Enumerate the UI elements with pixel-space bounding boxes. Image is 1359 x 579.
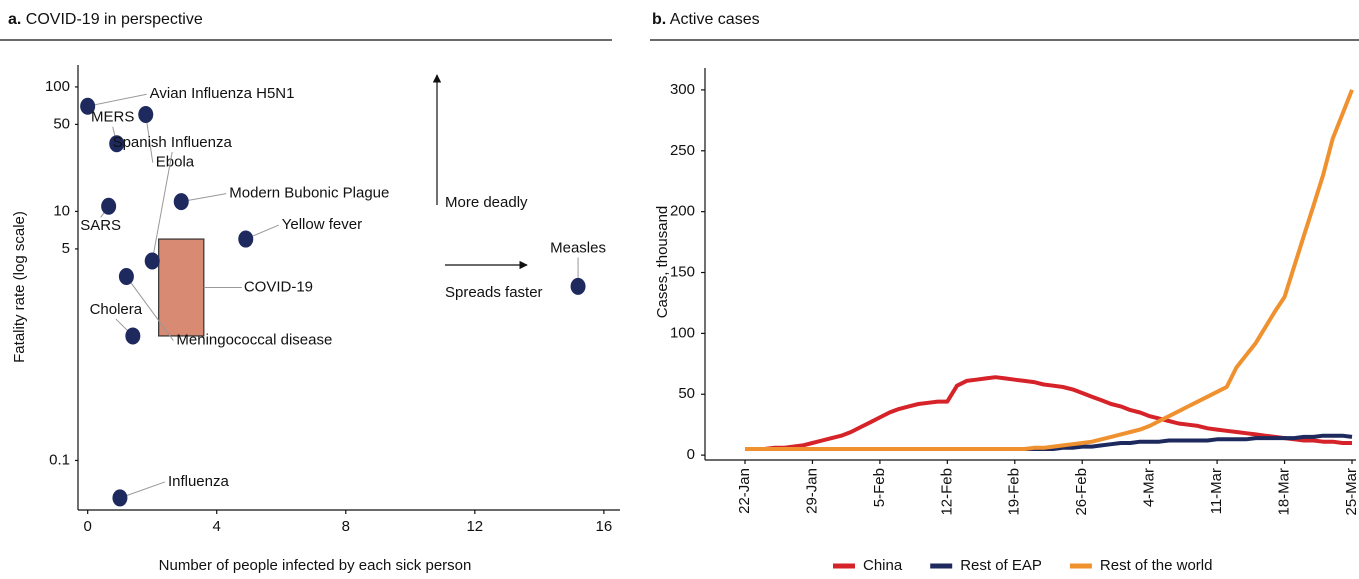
point	[118, 268, 134, 286]
point	[144, 252, 160, 270]
point	[173, 193, 189, 211]
y-tick-label: 5	[62, 240, 70, 257]
panel-label: b.	[652, 11, 666, 28]
leader-line	[125, 276, 174, 341]
point	[570, 277, 586, 295]
legend-label: Rest of EAP	[960, 557, 1042, 574]
y-tick-label: 150	[670, 263, 695, 280]
x-tick-label: 18-Mar	[1276, 468, 1293, 516]
y-axis-label: Cases, thousand	[654, 206, 671, 319]
y-tick-label: 50	[678, 385, 695, 402]
point	[125, 327, 141, 345]
y-tick-label: 0.1	[49, 451, 70, 468]
point-label: Ebola	[156, 154, 195, 171]
leader-line	[87, 93, 147, 107]
point	[138, 106, 154, 124]
x-tick-label: 19-Feb	[1006, 468, 1023, 516]
y-tick-label: 100	[670, 324, 695, 341]
point	[80, 97, 96, 115]
x-tick-label: 4	[213, 518, 221, 535]
point-label: Measles	[550, 239, 606, 256]
x-tick-label: 25-Mar	[1343, 468, 1359, 516]
point-label: Meningococcal disease	[176, 332, 332, 349]
legend-label: China	[863, 557, 903, 574]
y-tick-label: 250	[670, 142, 695, 159]
point-label: SARS	[80, 217, 121, 234]
point-label: Avian Influenza H5N1	[150, 85, 295, 102]
point	[101, 197, 117, 215]
x-tick-label: 26-Feb	[1073, 468, 1090, 516]
x-tick-label: 0	[84, 518, 92, 535]
chart-title: COVID-19 in perspective	[26, 11, 203, 28]
leader-line	[181, 193, 227, 203]
chart-title: Active cases	[670, 11, 760, 28]
x-axis-label: Number of people infected by each sick p…	[159, 557, 472, 574]
x-tick-label: 29-Jan	[803, 468, 820, 514]
annotation: Spreads faster	[445, 284, 543, 301]
x-tick-label: 11-Mar	[1208, 468, 1225, 514]
x-tick-label: 8	[342, 518, 350, 535]
panel-a-heading: a. COVID-19 in perspective	[8, 11, 203, 28]
y-tick-label: 10	[53, 202, 70, 219]
x-tick-label: 12	[466, 518, 483, 535]
highlight-label: COVID-19	[244, 278, 313, 295]
y-tick-label: 300	[670, 81, 695, 98]
point-label: Yellow fever	[282, 216, 362, 233]
x-tick-label: 12-Feb	[938, 468, 955, 516]
series-line	[745, 89, 1354, 451]
leader-line	[119, 481, 166, 499]
point-label: Spanish Influenza	[113, 134, 233, 151]
point-label: Modern Bubonic Plague	[229, 185, 389, 202]
point	[112, 489, 128, 507]
point	[238, 230, 254, 248]
y-tick-label: 100	[45, 78, 70, 95]
highlight-box	[158, 238, 205, 337]
series-line	[745, 375, 1352, 451]
annotation: More deadly	[445, 194, 528, 211]
panel-b-heading: b. Active cases	[652, 11, 760, 28]
point-label: Cholera	[90, 301, 143, 318]
point	[109, 135, 125, 153]
y-tick-label: 50	[53, 115, 70, 132]
y-axis-label: Fatality rate (log scale)	[11, 211, 28, 363]
x-tick-label: 5-Feb	[871, 468, 888, 507]
legend-label: Rest of the world	[1100, 557, 1213, 574]
x-tick-label: 16	[596, 518, 613, 535]
y-tick-label: 0	[687, 446, 695, 463]
x-tick-label: 4-Mar	[1141, 468, 1158, 507]
point-label: Influenza	[168, 473, 230, 490]
panel-label: a.	[8, 11, 21, 28]
point-label: MERS	[91, 109, 134, 126]
leader-line	[151, 151, 173, 262]
x-tick-label: 22-Jan	[736, 468, 753, 514]
y-tick-label: 200	[670, 203, 695, 220]
